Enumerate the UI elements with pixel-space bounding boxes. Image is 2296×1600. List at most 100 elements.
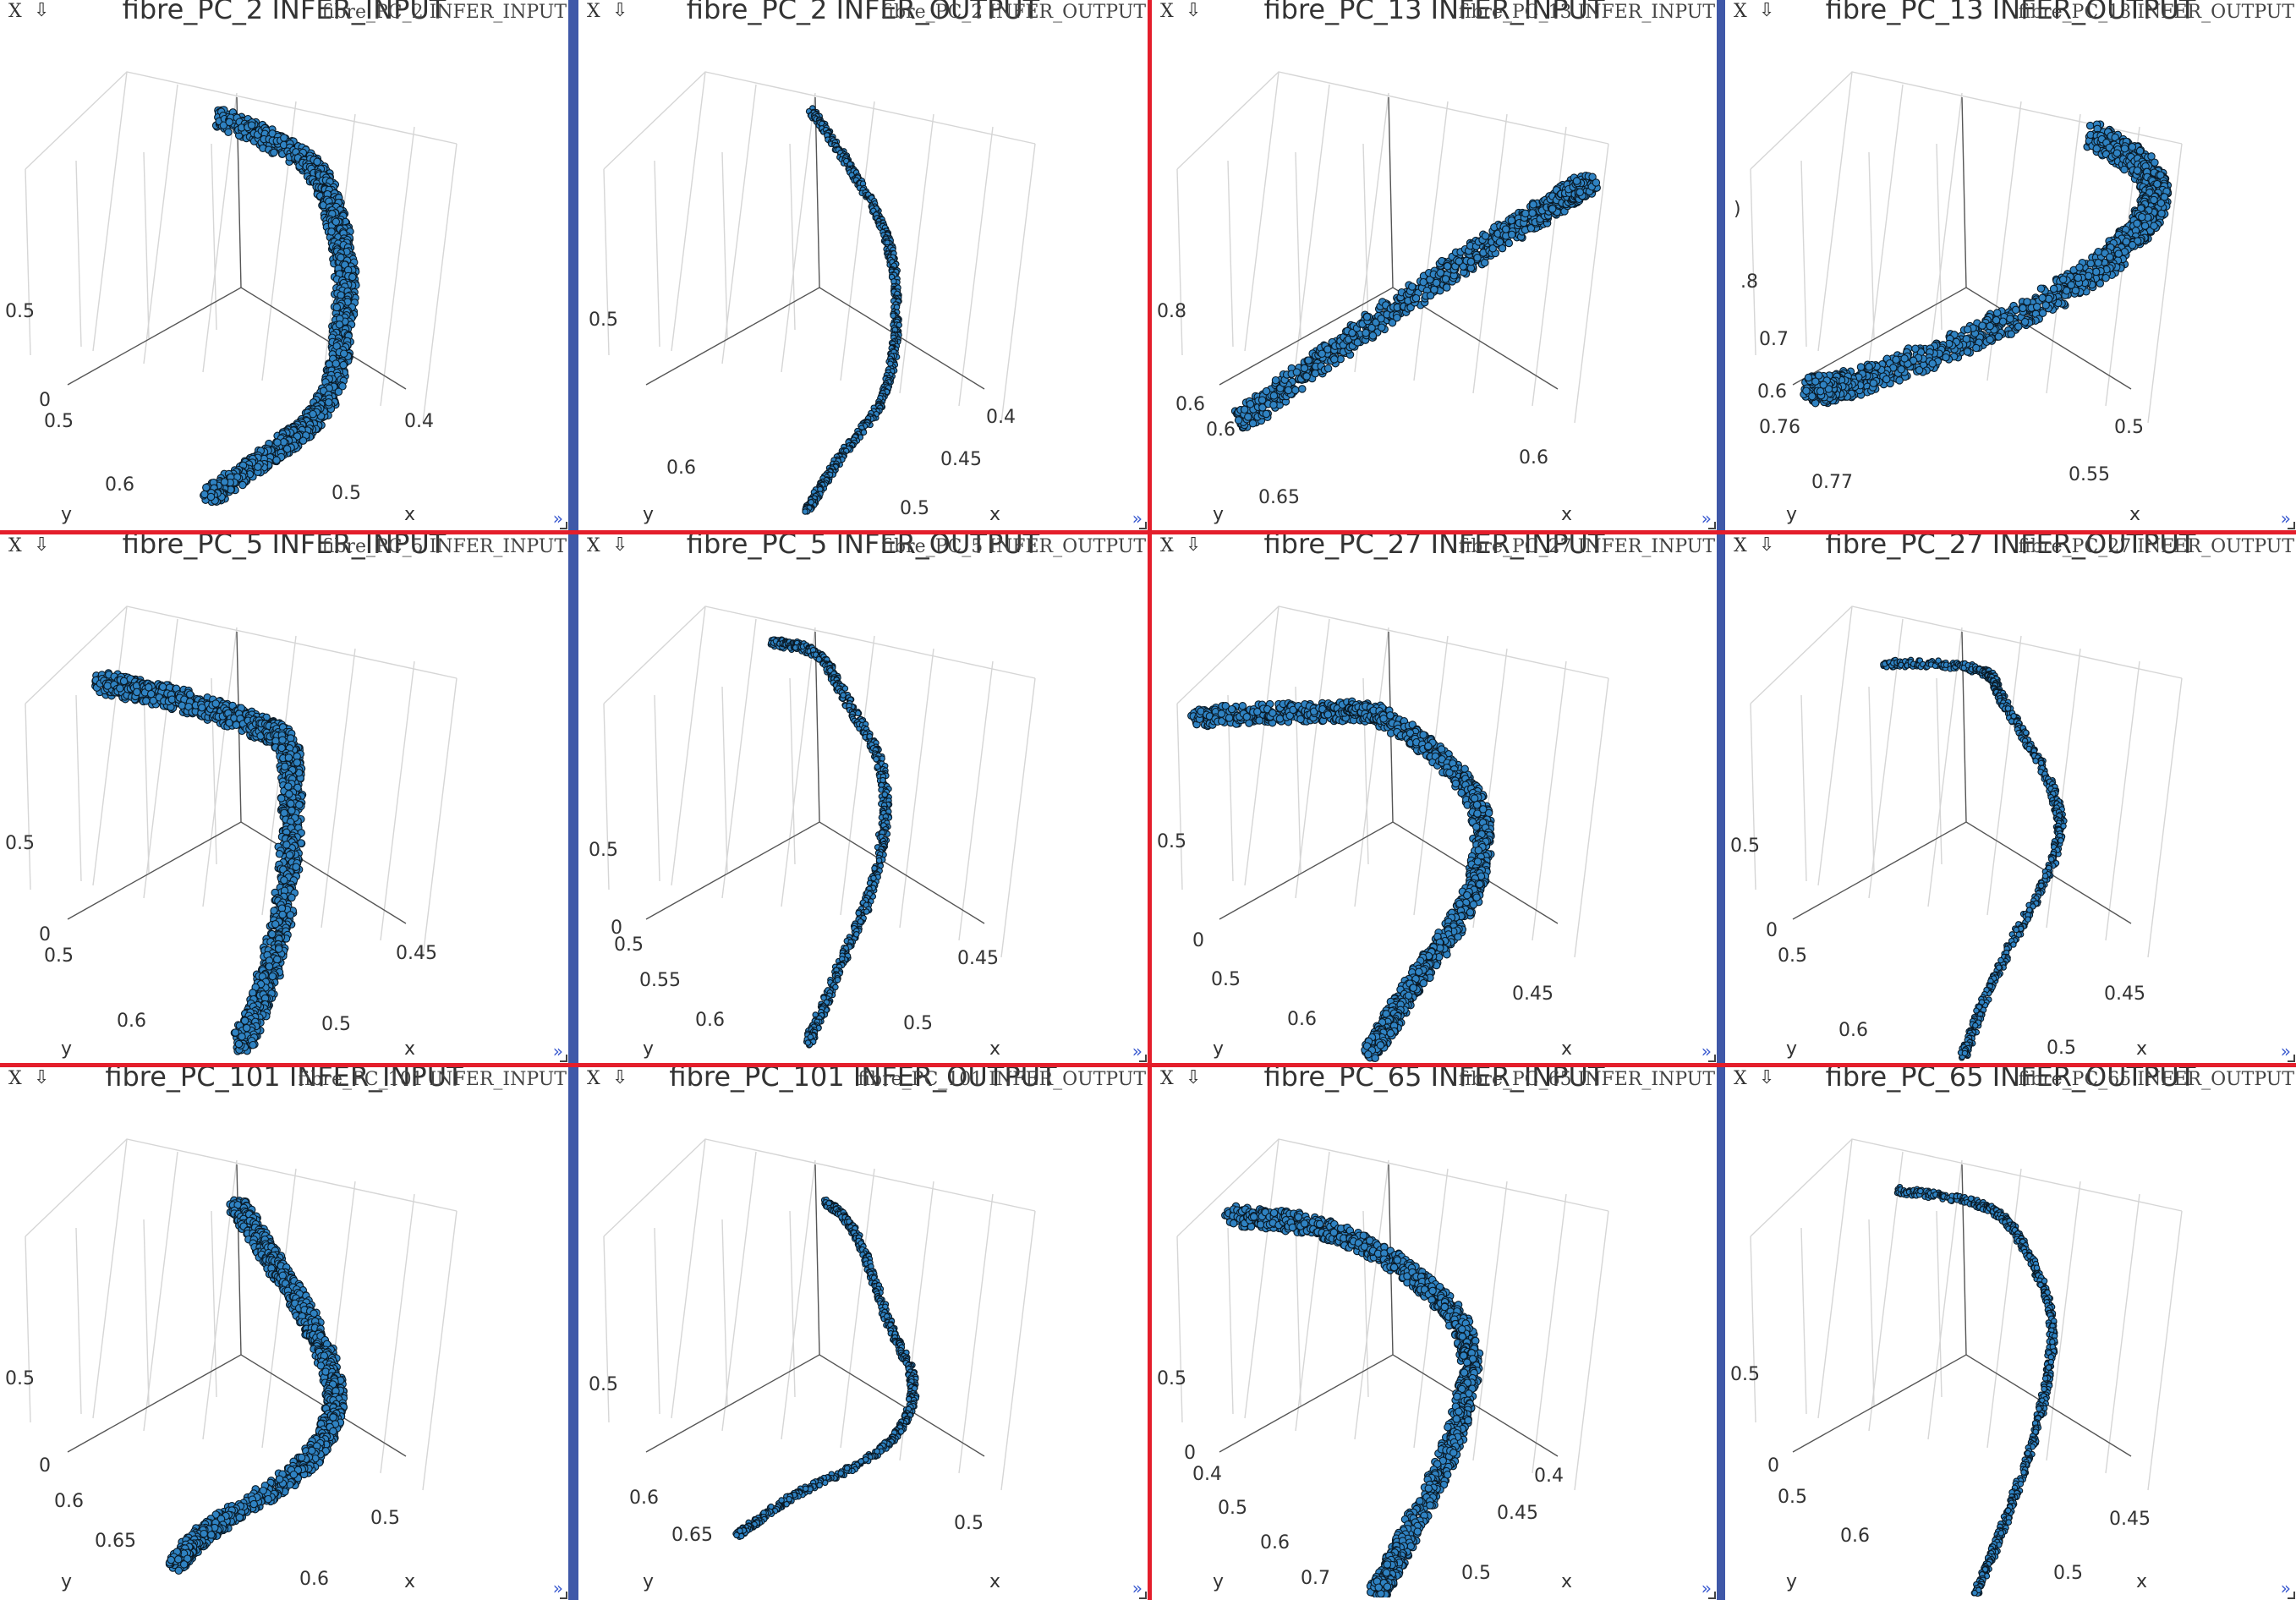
point bbox=[2085, 121, 2095, 130]
double-chevron-right-icon[interactable]: » bbox=[1132, 508, 1143, 529]
point bbox=[2120, 144, 2129, 153]
point bbox=[280, 134, 288, 142]
point bbox=[1529, 200, 1537, 209]
scatter3d-plot[interactable]: 0.50.6y0.40.450.5 x bbox=[578, 0, 1147, 530]
close-button[interactable]: X bbox=[1160, 1, 1174, 22]
axis-label: y bbox=[1786, 504, 1797, 525]
point bbox=[1994, 332, 2003, 341]
point bbox=[1269, 401, 1278, 409]
point bbox=[299, 436, 308, 445]
point bbox=[2150, 222, 2158, 230]
point bbox=[1377, 315, 1385, 323]
plot-panel[interactable]: 0.5 0 0.5 0.6 y 0.45 0.5 x fibre_PC_5 INFER_INPU… bbox=[0, 534, 568, 1063]
point bbox=[1588, 173, 1597, 182]
point bbox=[1432, 278, 1441, 288]
scatter3d-plot[interactable]: 0.500.50.6y0.40.5x bbox=[0, 0, 568, 530]
resize-handle[interactable] bbox=[1708, 522, 1716, 529]
tick-label: 0.45 bbox=[940, 449, 982, 470]
point bbox=[1575, 188, 1585, 197]
close-button[interactable]: X bbox=[8, 1, 22, 22]
axis-label: y bbox=[61, 504, 72, 525]
point bbox=[2094, 247, 2103, 256]
scatter3d-plot[interactable]: 0.500.50.6y0.450.5x bbox=[0, 534, 568, 1063]
point bbox=[1246, 400, 1255, 408]
resize-handle[interactable] bbox=[2288, 522, 2295, 529]
point bbox=[2157, 209, 2166, 218]
point bbox=[1504, 238, 1514, 248]
point bbox=[1284, 386, 1293, 395]
point bbox=[1942, 353, 1950, 362]
point bbox=[254, 463, 262, 471]
plot-panel[interactable]: 0.5 0 0.5 0.6 y 0.4 0.5 x fibre_PC_2 INFER_INPUT… bbox=[0, 0, 568, 530]
double-chevron-right-icon[interactable]: » bbox=[1701, 508, 1712, 529]
point bbox=[1507, 216, 1516, 225]
point bbox=[1963, 348, 1972, 356]
point-cloud bbox=[91, 669, 307, 1055]
tick-labels: 0.500.50.6y0.40.5x bbox=[5, 301, 434, 525]
panel-caption: fibre_PC_2 INFER_INPUT bbox=[321, 2, 567, 23]
point bbox=[1244, 413, 1252, 421]
point bbox=[1393, 313, 1401, 322]
point bbox=[1271, 375, 1280, 385]
point bbox=[2019, 304, 2027, 313]
point bbox=[1892, 355, 1900, 364]
point bbox=[1528, 209, 1537, 217]
axis-label: y bbox=[643, 504, 654, 525]
point bbox=[144, 683, 153, 692]
point bbox=[1808, 392, 1817, 401]
point bbox=[1248, 419, 1258, 428]
point bbox=[1443, 262, 1452, 271]
point bbox=[1269, 392, 1279, 400]
point bbox=[332, 217, 341, 227]
plot-panel[interactable]: 0.5 0.6 y 0.4 0.45 0.5 x fibre_PC_2 INFER_OUTPU… bbox=[578, 0, 1148, 530]
point bbox=[1986, 335, 1994, 344]
point bbox=[338, 382, 347, 391]
download-arrow-icon[interactable]: ⇩ bbox=[1759, 0, 1775, 21]
point bbox=[1348, 328, 1356, 337]
download-arrow-icon[interactable]: ⇩ bbox=[34, 0, 50, 21]
axes-grid bbox=[603, 71, 1036, 424]
point bbox=[1419, 277, 1427, 287]
point bbox=[332, 303, 342, 312]
tick-label: ) bbox=[1734, 199, 1741, 220]
tick-label: 0.5 bbox=[900, 498, 929, 519]
download-arrow-icon[interactable]: ⇩ bbox=[612, 0, 628, 21]
point bbox=[1300, 364, 1309, 373]
resize-handle[interactable] bbox=[560, 522, 567, 529]
tick-label: 0.4 bbox=[404, 411, 434, 432]
tick-label: .8 bbox=[1740, 271, 1758, 293]
point bbox=[1963, 325, 1972, 334]
close-button[interactable]: X bbox=[1734, 1, 1747, 22]
axis-lines bbox=[1792, 96, 2132, 390]
point bbox=[2140, 222, 2150, 230]
point bbox=[220, 478, 229, 486]
tick-label: 0.65 bbox=[1258, 487, 1300, 508]
point bbox=[332, 359, 341, 368]
point bbox=[1572, 177, 1581, 185]
point bbox=[1455, 257, 1464, 266]
tick-label: 0.5 bbox=[44, 411, 74, 432]
point bbox=[1302, 372, 1311, 381]
axis-lines bbox=[1219, 96, 1559, 390]
point bbox=[2133, 219, 2141, 228]
point bbox=[1408, 282, 1417, 291]
resize-handle[interactable] bbox=[1139, 522, 1147, 529]
plot-panel[interactable]: 0.8 0.6 0.6 0.65 y 0.6 x fibre_PC_13 INFER_INPU… bbox=[1152, 0, 1717, 530]
point bbox=[2092, 145, 2101, 153]
close-button[interactable]: X bbox=[587, 1, 600, 22]
download-arrow-icon[interactable]: ⇩ bbox=[1186, 0, 1202, 21]
point bbox=[2011, 305, 2020, 315]
axes-grid bbox=[1176, 71, 1609, 424]
point bbox=[1443, 283, 1451, 292]
double-chevron-right-icon[interactable]: » bbox=[552, 508, 563, 529]
point bbox=[1521, 209, 1530, 218]
plot-panel[interactable]: ) .8 0.7 0.6 0.76 0.77 y 0.5 0.55 x fibre_PC_13 IN… bbox=[1725, 0, 2296, 530]
axis-label: x bbox=[989, 504, 1000, 525]
point bbox=[1802, 386, 1811, 395]
tick-label: 0.6 bbox=[1175, 394, 1205, 415]
point bbox=[1972, 343, 1981, 353]
axis-label: y bbox=[1213, 504, 1224, 525]
point-cloud bbox=[200, 106, 360, 507]
